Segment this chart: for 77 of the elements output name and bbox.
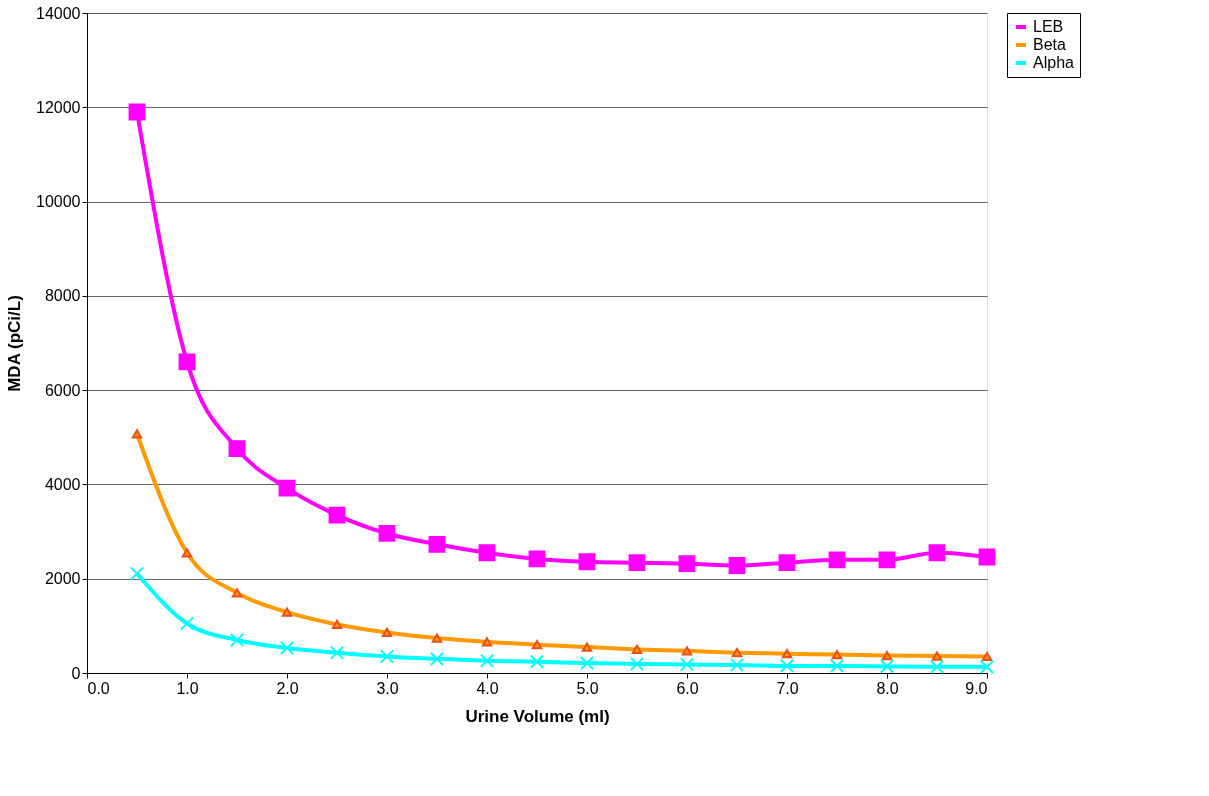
point [381,627,393,638]
y-tick-label: 0 [71,664,81,682]
point [781,649,793,659]
point [879,659,895,674]
point [931,651,943,661]
point [329,645,345,660]
point [578,553,596,571]
point [429,651,445,666]
point [979,659,995,674]
point [678,555,696,573]
point [179,616,195,631]
point [531,640,543,650]
point [978,548,996,566]
y-tick-label: 14000 [36,4,81,22]
point [231,588,243,598]
point [779,658,795,674]
x-tick-label: 0.0 [87,679,110,697]
point [581,642,593,652]
point [128,103,146,121]
point [728,557,746,574]
x-tick-label: 3.0 [376,679,399,697]
y-tick-label: 10000 [36,193,81,211]
point [731,648,743,658]
point [328,506,346,524]
y-tick-label: 12000 [36,98,81,116]
y-tick-label: 4000 [44,475,81,493]
point [831,649,843,660]
point [929,659,945,674]
point [981,651,993,662]
x-tick-label: 4.0 [476,679,499,697]
point [278,479,296,497]
point [579,655,595,671]
point [778,554,796,572]
point [229,632,245,648]
point [878,551,896,569]
point [431,633,443,643]
point [481,637,493,647]
y-tick-label: 6000 [44,381,81,399]
legend-label: Beta [1033,36,1067,53]
point [378,525,396,542]
x-tick-label: 8.0 [876,679,899,697]
point [479,653,495,668]
point [281,607,293,617]
point [681,646,693,656]
legend-label: Alpha [1033,54,1075,71]
point [178,353,196,371]
point [228,440,246,458]
x-tick-label: 6.0 [676,679,699,697]
point [331,619,343,630]
y-axis-title: MDA (pCi/L) [5,295,25,392]
x-tick-label: 5.0 [576,679,599,697]
point [528,550,546,568]
legend-label: LEB [1033,18,1064,35]
point [881,650,893,661]
point [379,649,395,664]
y-tick-label: 8000 [44,287,81,305]
x-tick-label: 1.0 [176,679,199,697]
point [428,535,446,553]
point [181,548,193,558]
point [279,640,295,656]
x-axis-title: Urine Volume (ml) [465,706,610,726]
point [529,654,545,669]
point [729,657,745,673]
x-tick-label: 2.0 [276,679,299,697]
point [131,429,143,439]
x-tick-label: 9.0 [965,679,988,697]
point [828,551,846,569]
point [629,656,645,672]
point [631,644,643,655]
point [628,554,646,572]
point [928,544,946,562]
point [478,544,496,562]
point [129,566,145,581]
point [829,658,845,674]
point [679,657,695,672]
x-tick-label: 7.0 [776,679,799,697]
y-tick-label: 2000 [44,570,81,588]
